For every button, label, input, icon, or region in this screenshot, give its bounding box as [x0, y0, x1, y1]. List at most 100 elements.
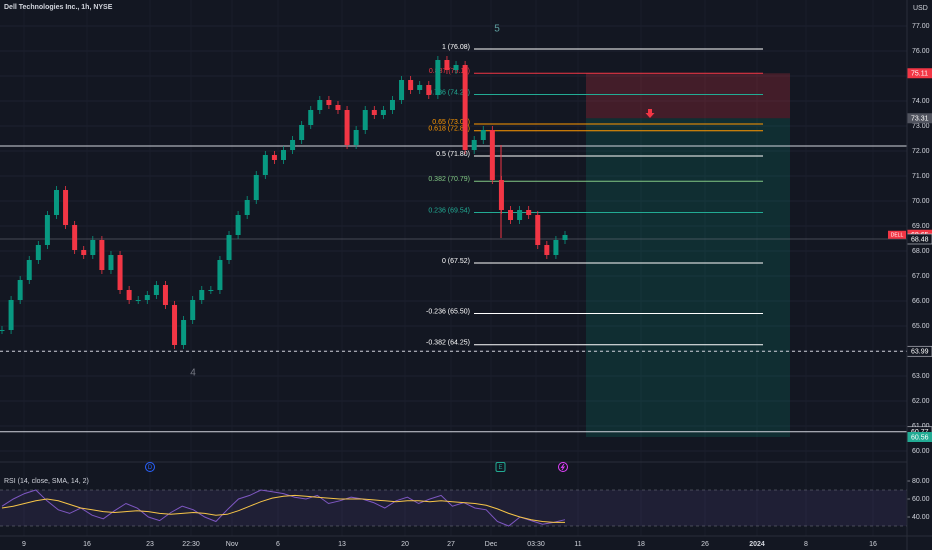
y-tick-label: 73.00: [912, 123, 930, 130]
price-label: 68.48: [906, 233, 932, 245]
x-tick-label: 22:30: [182, 541, 200, 548]
candle: [17, 280, 23, 300]
split-icon[interactable]: [560, 463, 566, 471]
candle: [344, 110, 350, 145]
price-label-box: [907, 432, 932, 442]
candle: [453, 65, 459, 70]
candle: [517, 210, 523, 220]
x-tick-label: 16: [83, 541, 91, 548]
candle: [489, 130, 495, 180]
candle: [244, 200, 250, 215]
rsi-title: RSI (14, close, SMA, 14, 2): [4, 478, 89, 485]
target-zone: [586, 118, 790, 437]
y-tick-label: 62.00: [912, 398, 930, 405]
candle: [435, 60, 441, 95]
y-tick-label: 66.00: [912, 298, 930, 305]
fib-label: 0.65 (73.08): [432, 119, 470, 126]
candle: [172, 305, 178, 345]
y-tick-label: 72.00: [912, 148, 930, 155]
price-label: 63.99: [906, 345, 932, 357]
candle: [299, 125, 305, 140]
candle: [417, 85, 423, 90]
event-label[interactable]: E: [498, 465, 502, 471]
y-tick-label: 70.00: [912, 198, 930, 205]
candle: [526, 210, 532, 215]
x-tick-label: 8: [804, 541, 808, 548]
y-tick-label: 74.00: [912, 98, 930, 105]
candle: [471, 140, 477, 150]
fib-label: -0.236 (65.50): [426, 308, 470, 315]
event-label[interactable]: D: [148, 465, 153, 471]
candle: [162, 285, 168, 305]
stop-zone: [586, 73, 790, 119]
candle: [290, 140, 296, 150]
candle: [553, 240, 559, 255]
candle: [199, 290, 205, 300]
rsi-tick-label: 60.00: [912, 496, 930, 503]
candle: [362, 110, 368, 130]
rsi-tick-label: 40.00: [912, 514, 930, 521]
x-tick-label: Dec: [485, 541, 498, 548]
candle: [117, 255, 123, 290]
event-icon[interactable]: [495, 462, 506, 472]
fib-label: 0.786 (74.26): [428, 89, 470, 96]
event-icon[interactable]: [145, 462, 155, 472]
x-tick-label: 27: [447, 541, 455, 548]
candle: [72, 225, 78, 250]
candle: [380, 110, 386, 115]
candle: [63, 190, 69, 225]
candle: [26, 260, 32, 280]
candle: [326, 100, 332, 105]
rsi-sma-line: [1, 494, 565, 523]
x-tick-label: 26: [701, 541, 709, 548]
candle: [535, 215, 541, 245]
fib-label: 0.5 (71.80): [436, 151, 470, 158]
split-icon[interactable]: [558, 462, 568, 472]
x-tick-label: 18: [637, 541, 645, 548]
x-tick-label: 2024: [749, 541, 765, 548]
fib-label: 0.618 (72.81): [428, 126, 470, 133]
candle: [444, 60, 450, 70]
candle: [480, 130, 486, 140]
candle: [8, 300, 14, 330]
price-label-text: 63.99: [911, 349, 929, 356]
price-label: 73.31: [907, 113, 932, 124]
x-tick-label: 23: [146, 541, 154, 548]
fib-label: 0.887 (75.11): [429, 68, 470, 75]
y-tick-label: 76.00: [912, 48, 930, 55]
candle: [181, 320, 187, 345]
fib-label: 0.382 (70.79): [428, 176, 470, 183]
x-tick-label: 13: [338, 541, 346, 548]
y-tick-label: 61.00: [912, 423, 930, 430]
candle: [562, 235, 568, 240]
price-label: 60.56: [907, 432, 932, 442]
candle: [262, 155, 268, 175]
y-tick-label: 71.00: [912, 173, 930, 180]
candle: [0, 330, 5, 331]
wave-label: 4: [190, 368, 196, 379]
candle: [81, 250, 87, 255]
candle: [90, 240, 96, 255]
candle: [217, 260, 223, 290]
y-tick-label: 67.00: [912, 273, 930, 280]
candle: [508, 210, 514, 220]
x-tick-label: Nov: [226, 541, 239, 548]
candle: [99, 240, 105, 270]
x-tick-label: 11: [574, 541, 581, 548]
x-tick-label: 6: [276, 541, 280, 548]
candle: [53, 190, 59, 215]
candle: [235, 215, 241, 235]
candle: [317, 100, 323, 110]
candle: [190, 300, 196, 320]
candle: [271, 155, 277, 160]
fib-label: -0.382 (64.25): [426, 340, 470, 347]
y-tick-label: 60.00: [912, 448, 930, 455]
candle: [44, 215, 50, 245]
y-tick-label: 69.00: [912, 223, 930, 230]
currency: USD: [913, 5, 928, 12]
candle: [389, 100, 395, 110]
short-arrow: [645, 109, 655, 118]
price-label-text: 75.11: [911, 71, 928, 78]
price-label-text: 73.31: [911, 116, 929, 123]
